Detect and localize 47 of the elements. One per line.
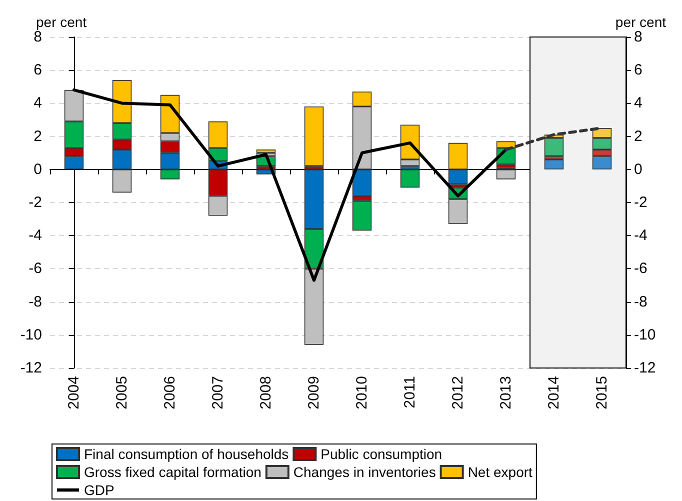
y-tick-label: -2 xyxy=(28,194,42,211)
y2-tick-label: -10 xyxy=(634,326,656,344)
bar xyxy=(496,169,516,180)
bar xyxy=(544,159,564,170)
y2-tick-label: 0 xyxy=(634,160,642,178)
y-tick-label: -6 xyxy=(28,260,42,278)
y-tick-label: -12 xyxy=(20,360,42,376)
y2-tick-label: -8 xyxy=(634,293,648,310)
y-tick-label: -4 xyxy=(28,227,42,244)
y-axis-title: per cent xyxy=(36,14,87,30)
x-tick-label: 2006 xyxy=(162,376,178,410)
y2-tick-label: -12 xyxy=(634,360,656,376)
x-tick-label: 2012 xyxy=(450,376,466,410)
y2-tick-label: 4 xyxy=(634,94,642,112)
legend-label: Net export xyxy=(468,464,533,480)
y-tick-label: 2 xyxy=(34,128,42,145)
x-tick-label: 2014 xyxy=(546,376,562,410)
legend-label: Changes in inventories xyxy=(293,464,436,480)
y2-tick-label: 8 xyxy=(634,28,642,46)
bar xyxy=(304,106,324,166)
y2-tick-label: -6 xyxy=(634,260,648,278)
x-tick-label: 2011 xyxy=(402,376,418,408)
legend-label: Gross fixed capital formation xyxy=(84,464,262,480)
x-tick-label: 2010 xyxy=(354,376,370,410)
y-tick-label: 8 xyxy=(34,28,42,46)
legend-label: Public consumption xyxy=(320,446,442,462)
x-tick-label: 2004 xyxy=(66,376,82,410)
x-tick-label: 2015 xyxy=(594,376,610,410)
x-tick-label: 2005 xyxy=(114,376,130,410)
y-tick-label: 4 xyxy=(34,94,42,112)
y2-tick-label: 6 xyxy=(634,62,642,79)
y-tick-label: 6 xyxy=(34,62,42,79)
x-tick-label: 2013 xyxy=(498,376,514,410)
y-tick-label: 0 xyxy=(34,160,42,178)
y2-axis-title: per cent xyxy=(615,14,666,30)
legend-label: GDP xyxy=(84,482,114,498)
y2-tick-label: -2 xyxy=(634,194,648,211)
bar xyxy=(400,169,420,188)
x-tick-label: 2008 xyxy=(258,376,274,410)
y2-tick-label: -4 xyxy=(634,227,648,244)
y2-tick-label: 2 xyxy=(634,128,642,145)
y-tick-label: -10 xyxy=(20,326,42,344)
legend-label: Final consumption of households xyxy=(84,446,289,462)
y-tick-label: -8 xyxy=(28,293,42,310)
x-tick-label: 2007 xyxy=(210,376,226,410)
x-tick-label: 2009 xyxy=(306,376,322,410)
bar xyxy=(256,150,276,153)
